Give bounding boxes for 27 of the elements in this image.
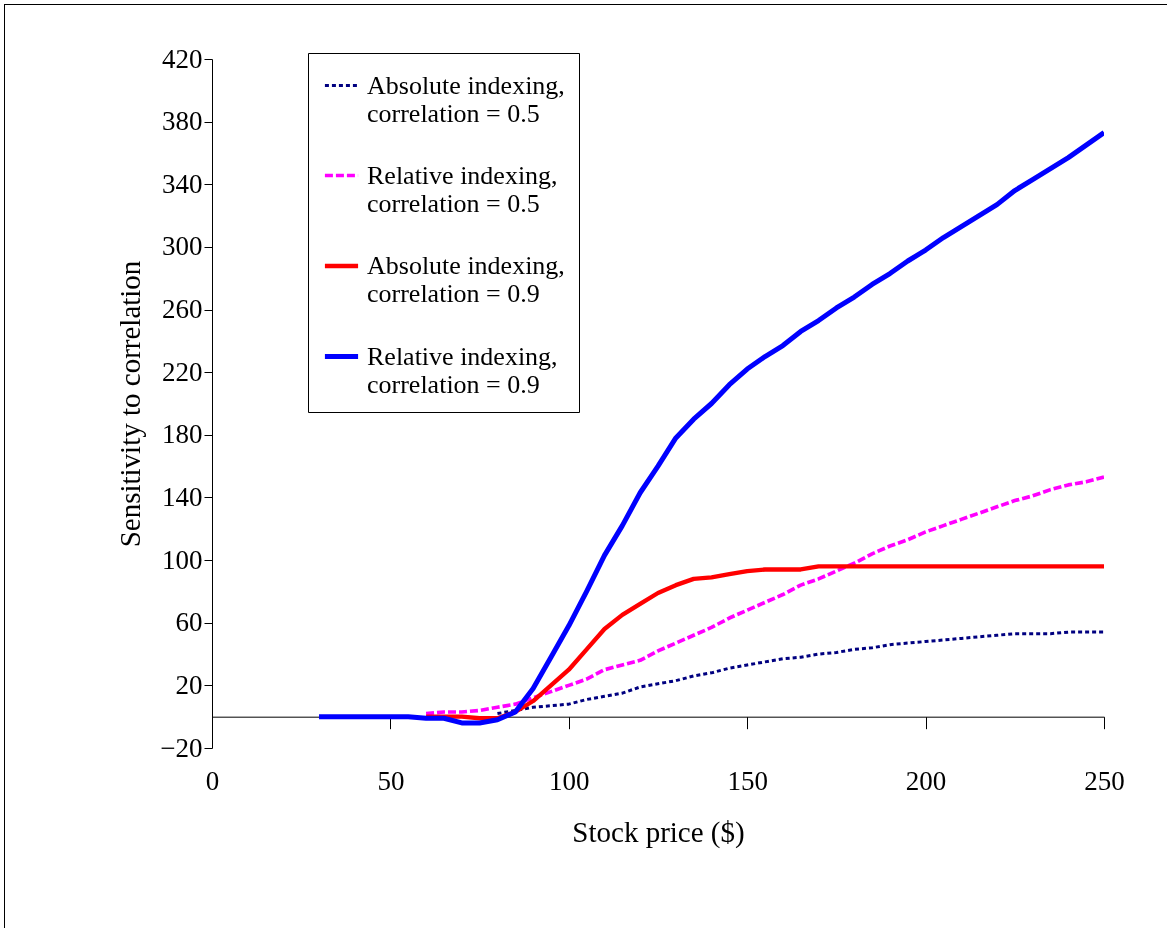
y-tick-label: 420	[162, 43, 203, 74]
line-series	[495, 630, 1104, 716]
legend-label: Absolute indexing, correlation = 0.9	[367, 251, 565, 308]
y-axis-title: Sensitivity to correlation	[114, 260, 147, 548]
legend-label: Absolute indexing, correlation = 0.5	[367, 70, 565, 128]
x-tick-label: 50	[377, 765, 405, 796]
line-series	[424, 475, 1104, 716]
y-tick-label: 380	[162, 106, 203, 137]
legend-label: Relative indexing, correlation = 0.9	[367, 341, 558, 399]
y-tick-label: 60	[175, 607, 203, 638]
y-tick-label: 140	[162, 481, 203, 512]
x-tick-label: 250	[1084, 765, 1125, 796]
y-tick-label: 100	[162, 544, 203, 575]
y-tick-label: 300	[162, 231, 203, 262]
y-tick-label: 20	[175, 669, 203, 700]
y-tick-label: 260	[162, 294, 203, 325]
y-tick-label: 340	[162, 168, 203, 199]
x-tick-label: 150	[727, 765, 768, 796]
x-tick-label: 0	[205, 765, 220, 796]
legend-label: Relative indexing, correlation = 0.5	[367, 160, 558, 218]
y-tick-label: 220	[162, 356, 203, 387]
y-tick-label: −20	[160, 732, 203, 763]
x-tick-label: 200	[905, 765, 947, 796]
line-series	[423, 564, 1104, 721]
x-axis-title: Stock price ($)	[572, 815, 745, 849]
x-tick-label: 100	[549, 765, 590, 796]
y-tick-label: 180	[162, 419, 203, 450]
